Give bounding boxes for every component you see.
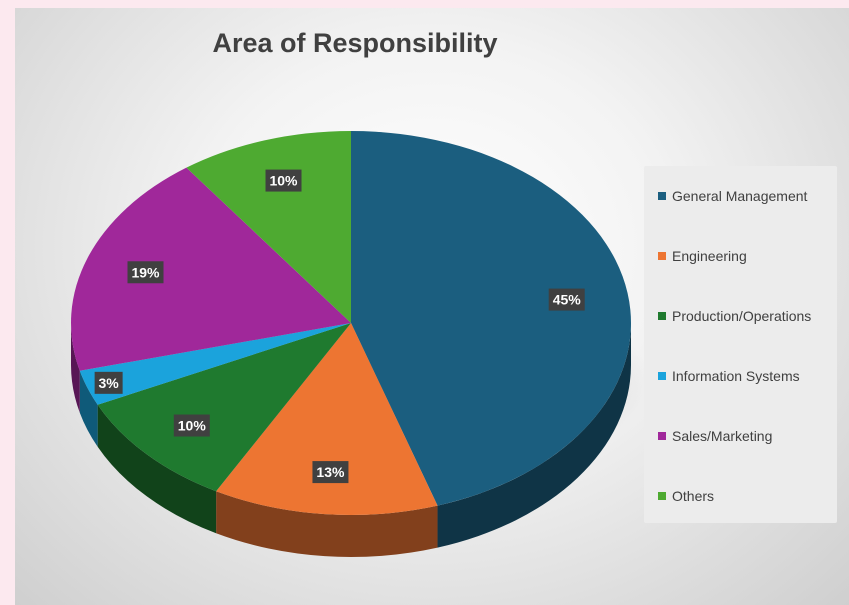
pie-slice-0 — [351, 131, 631, 506]
pie-chart: 45% 13% 10% 3% 19% 10% — [70, 131, 651, 557]
pie-side-3 — [79, 370, 98, 447]
data-label-5: 10% — [265, 169, 302, 192]
data-label-text-0: 45% — [553, 292, 582, 308]
data-label-text-2: 10% — [178, 418, 207, 434]
pie-slice-4 — [70, 167, 351, 371]
legend-label-0: General Management — [672, 188, 808, 204]
legend-swatch-3 — [658, 372, 666, 380]
legend-item-2: Production/Operations — [658, 308, 811, 324]
pie-slice-1 — [216, 323, 438, 515]
pie-slice-3 — [79, 323, 351, 405]
data-label-text-1: 13% — [316, 464, 345, 480]
legend-item-1: Engineering — [658, 248, 747, 264]
legend-swatch-2 — [658, 312, 666, 320]
pie-side-4 — [71, 323, 80, 413]
data-label-text-5: 10% — [269, 173, 298, 189]
legend-swatch-5 — [658, 492, 666, 500]
data-label-box-1 — [312, 461, 349, 484]
data-label-2: 10% — [173, 414, 210, 437]
data-label-box-0 — [548, 288, 585, 311]
legend-swatch-4 — [658, 432, 666, 440]
data-label-box-5 — [265, 169, 302, 192]
pie-slice-2 — [97, 323, 351, 492]
pie-side-0 — [437, 323, 631, 548]
pie-side-1 — [216, 491, 438, 557]
pie-slice-5 — [186, 131, 351, 323]
legend-label-3: Information Systems — [672, 368, 800, 384]
chart-title: Area of Responsibility — [212, 28, 498, 58]
legend-swatch-1 — [658, 252, 666, 260]
data-label-box-2 — [173, 414, 210, 437]
legend-label-2: Production/Operations — [672, 308, 812, 324]
chart-area: Area of Responsibility 45% 13% 10% 3% 19% 10%… — [15, 8, 849, 605]
pie-side-2 — [97, 404, 217, 534]
data-label-text-4: 19% — [131, 264, 160, 280]
data-label-box-3 — [94, 371, 123, 394]
data-label-text-3: 3% — [99, 375, 120, 391]
legend-label-5: Others — [672, 488, 715, 504]
legend-item-4: Sales/Marketing — [658, 428, 772, 444]
legend: General Management Engineering Production/… — [644, 166, 837, 523]
legend-item-5: Others — [658, 488, 714, 504]
legend-item-3: Information Systems — [658, 368, 800, 384]
data-label-0: 45% — [548, 288, 585, 311]
data-label-4: 19% — [127, 261, 164, 284]
data-label-3: 3% — [94, 371, 123, 394]
data-label-box-4 — [127, 261, 164, 284]
legend-label-4: Sales/Marketing — [672, 428, 773, 444]
data-label-1: 13% — [312, 461, 349, 484]
legend-swatch-0 — [658, 192, 666, 200]
legend-label-1: Engineering — [672, 248, 747, 264]
legend-item-0: General Management — [658, 188, 807, 204]
